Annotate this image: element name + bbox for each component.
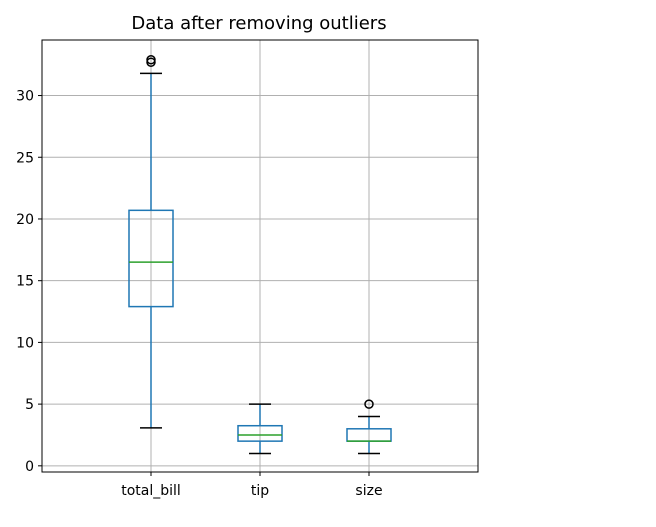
y-tick-label: 0 <box>25 459 34 475</box>
y-tick-label: 20 <box>16 212 34 228</box>
box-tip <box>237 403 283 455</box>
box-size <box>346 399 392 455</box>
x-tick-label: tip <box>251 483 269 499</box>
y-tick-label: 30 <box>16 89 34 105</box>
outlier-point <box>364 399 374 409</box>
box-layer <box>128 54 392 455</box>
axes: 0 5 10 15 20 25 30 total_bill tip size <box>16 89 382 499</box>
outlier-point <box>146 54 156 65</box>
y-tick-label: 15 <box>16 274 34 290</box>
box-total_bill <box>128 54 174 429</box>
x-tick-label: size <box>355 483 382 499</box>
iqr-box <box>237 424 283 442</box>
y-tick-label: 25 <box>16 150 34 166</box>
iqr-box <box>128 209 174 308</box>
x-tick-label: total_bill <box>121 483 181 499</box>
chart-title: Data after removing outliers <box>131 13 386 34</box>
y-tick-label: 10 <box>16 335 34 351</box>
y-tick-label: 5 <box>25 397 34 413</box>
